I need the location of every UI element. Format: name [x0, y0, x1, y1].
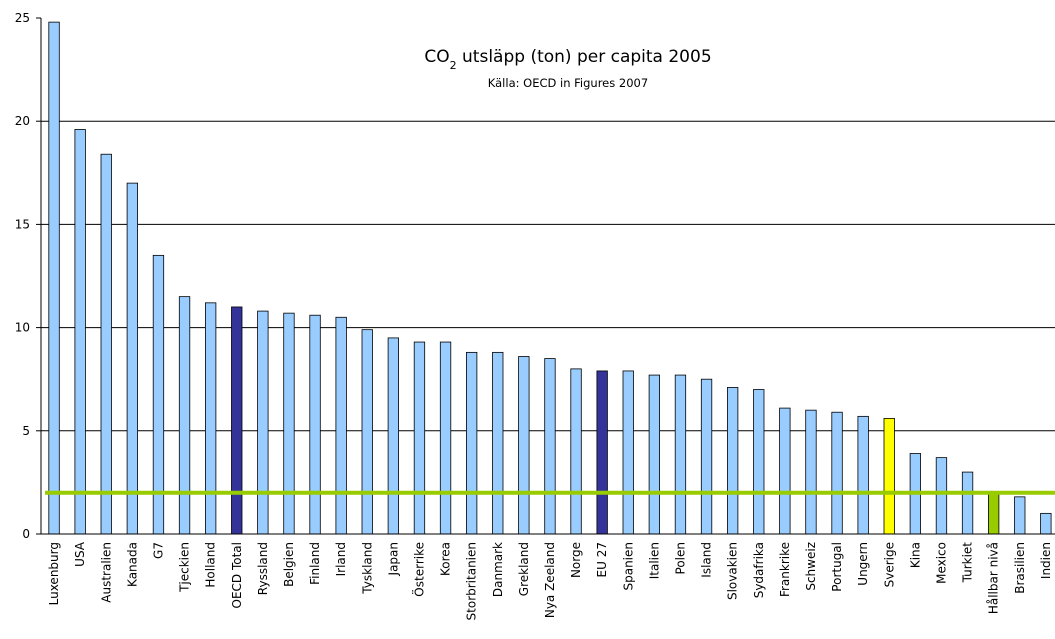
bar [1014, 496, 1026, 535]
x-tick-label: Grekland [517, 542, 531, 596]
chart-title-suffix: utsläpp (ton) per capita 2005 [457, 47, 712, 67]
y-tick-label: 25 [15, 11, 30, 25]
x-tick-label: Indien [1039, 542, 1053, 579]
bar [596, 370, 608, 535]
x-tick-label: Irland [334, 542, 348, 576]
x-tick-label: Mexico [934, 542, 948, 584]
bar [465, 351, 478, 535]
bar [857, 415, 869, 535]
chart-title: CO2 utsläpp (ton) per capita 2005 [424, 47, 711, 72]
bar [231, 306, 243, 535]
y-tick-label: 20 [15, 114, 30, 128]
x-tick-label: Slovakien [726, 542, 740, 600]
y-tick-label: 15 [15, 217, 30, 231]
bar [178, 296, 191, 535]
x-tick-label: Finland [308, 542, 322, 585]
bar [257, 310, 269, 535]
x-tick-label: Kanada [125, 542, 139, 587]
x-tick-label: Nya Zeeland [543, 542, 557, 618]
x-tick-label: Österrike [410, 542, 426, 597]
x-tick-label: Sverige [882, 542, 896, 587]
x-tick-label: Sydafrika [752, 542, 766, 598]
bar [361, 329, 373, 535]
bars [48, 21, 1052, 535]
axes [36, 17, 1055, 535]
y-tick-label: 10 [15, 321, 30, 335]
x-tick-label: Kina [908, 542, 922, 568]
bar [961, 471, 974, 535]
x-tick-label: Brasilien [1013, 542, 1027, 594]
x-tick-label: Schweiz [804, 542, 818, 591]
x-tick-label: Luxenburg [47, 542, 61, 605]
chart-title-prefix: CO [424, 47, 449, 67]
x-tick-label: Korea [439, 542, 453, 576]
x-tick-label: Danmark [491, 542, 505, 597]
x-tick-label: Tyskland [360, 542, 374, 595]
bar [544, 358, 556, 535]
bar [779, 407, 791, 535]
bar [335, 316, 347, 535]
x-tick-label: Ryssland [256, 542, 270, 595]
bar [883, 418, 895, 535]
bar [126, 182, 138, 535]
bar [309, 314, 321, 535]
bar [492, 351, 504, 535]
x-tick-label: Holland [204, 542, 218, 588]
x-tick-label: Storbritanien [465, 542, 479, 620]
x-tick-label: Italien [647, 542, 661, 579]
x-tick-label: EU 27 [595, 542, 609, 577]
x-tick-label: Japan [386, 542, 400, 576]
x-tick-label: Ungern [856, 542, 870, 586]
bar [74, 129, 86, 535]
chart-subtitle: Källa: OECD in Figures 2007 [488, 76, 648, 90]
bar [100, 153, 112, 535]
chart-title-subscript: 2 [450, 59, 457, 72]
bar [518, 356, 530, 535]
bar [387, 337, 400, 535]
bar [439, 341, 452, 535]
bar [413, 341, 426, 535]
bar [283, 312, 295, 535]
x-tick-label: Frankrike [778, 542, 792, 597]
x-tick-label: Norge [569, 542, 583, 578]
x-tick-label: Turkiet [961, 542, 975, 584]
bar [204, 302, 217, 535]
bar [727, 387, 739, 535]
x-tick-label: Tjeckien [178, 542, 192, 593]
x-tick-label: Portugal [830, 542, 844, 592]
bar [753, 389, 765, 535]
bar [831, 411, 843, 535]
x-tick-label: Spanien [621, 542, 635, 591]
x-tick-label: OECD Total [230, 542, 244, 609]
bar [805, 409, 817, 535]
y-axis-ticks: 0 5 10 15 20 25 [15, 11, 30, 541]
x-tick-label: Hållbar nivå [987, 542, 1001, 614]
bar [648, 374, 660, 535]
x-tick-label: G7 [151, 542, 165, 559]
y-tick-label: 0 [22, 527, 30, 541]
bar [935, 457, 948, 535]
bar [988, 492, 1000, 535]
x-tick-label: Belgien [282, 542, 296, 587]
y-tick-label: 5 [22, 424, 30, 438]
x-tick-label: USA [73, 541, 87, 567]
x-tick-label: Australien [99, 542, 113, 603]
bar [1040, 512, 1052, 535]
x-tick-label: Island [700, 542, 714, 578]
bar [48, 21, 60, 535]
x-tick-label: Polen [673, 542, 687, 574]
bar [622, 370, 634, 535]
bar [700, 378, 713, 535]
bar [570, 368, 582, 535]
bar [674, 374, 687, 535]
x-axis-labels: Luxenburg USA Australien Kanada G7 Tjeckien Ho… [47, 541, 1053, 620]
